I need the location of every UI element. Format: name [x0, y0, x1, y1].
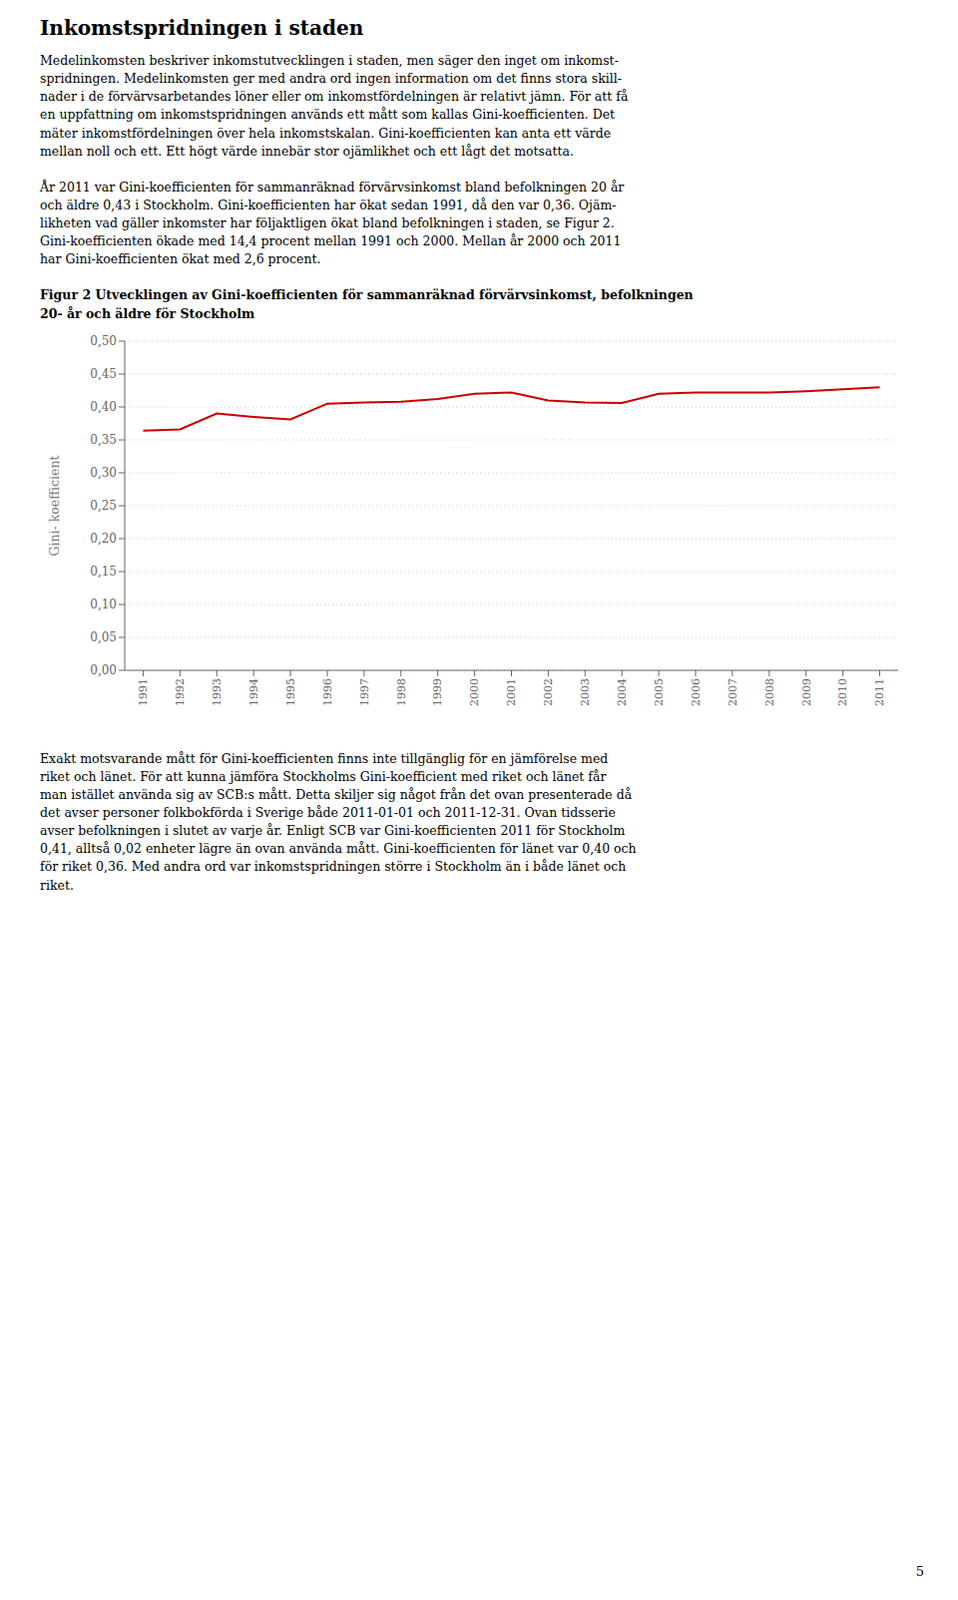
- svg-text:2011: 2011: [873, 678, 887, 707]
- html-text:Figur 2 Utvecklingen av Gini-k: Figur 2 Utvecklingen av Gini-koefficient…: [39, 287, 694, 321]
- svg-text:1997: 1997: [358, 678, 372, 707]
- svg-text:2005: 2005: [652, 678, 666, 707]
- svg-text:2008: 2008: [763, 678, 777, 707]
- svg-text:1995: 1995: [284, 678, 298, 707]
- svg-text:Gini- koefficient: Gini- koefficient: [46, 455, 62, 556]
- svg-text:0,25: 0,25: [89, 498, 117, 513]
- html-text:Inkomstspridningen i staden: Inkomstspridningen i staden: [39, 15, 364, 40]
- svg-text:1992: 1992: [173, 678, 187, 707]
- html-text:Medelinkomsten beskriver inkom: Medelinkomsten beskriver inkomstutveckli…: [39, 52, 629, 159]
- svg-text:1994: 1994: [247, 678, 261, 707]
- svg-text:0,20: 0,20: [89, 531, 117, 546]
- html-text:5: 5: [915, 1564, 925, 1580]
- svg-text:1991: 1991: [136, 678, 150, 707]
- svg-text:1998: 1998: [395, 678, 409, 707]
- svg-text:1993: 1993: [210, 678, 224, 707]
- svg-text:2004: 2004: [615, 678, 629, 707]
- html-text:Exakt motsvarande mått för Gin: Exakt motsvarande mått för Gini-koeffici…: [39, 751, 637, 893]
- svg-text:2006: 2006: [689, 678, 703, 707]
- svg-text:2000: 2000: [468, 678, 481, 707]
- svg-text:2007: 2007: [726, 678, 740, 707]
- svg-text:0,45: 0,45: [89, 367, 117, 382]
- html-text:År 2011 var Gini-koefficienten: År 2011 var Gini-koefficienten för samma…: [39, 179, 624, 267]
- svg-text:0,15: 0,15: [89, 564, 117, 579]
- svg-text:2002: 2002: [541, 678, 555, 707]
- svg-text:0,30: 0,30: [89, 466, 117, 480]
- svg-text:0,00: 0,00: [89, 663, 117, 678]
- svg-text:0,10: 0,10: [89, 597, 117, 612]
- svg-text:0,50: 0,50: [89, 334, 117, 349]
- svg-text:1999: 1999: [432, 678, 446, 707]
- svg-text:2001: 2001: [504, 678, 518, 707]
- svg-text:0,35: 0,35: [89, 433, 117, 448]
- svg-text:0,40: 0,40: [89, 400, 117, 415]
- svg-text:0,05: 0,05: [89, 630, 117, 645]
- svg-text:1996: 1996: [321, 678, 335, 707]
- svg-text:2003: 2003: [578, 678, 592, 707]
- svg-text:2010: 2010: [836, 678, 850, 707]
- svg-text:2009: 2009: [800, 678, 814, 707]
